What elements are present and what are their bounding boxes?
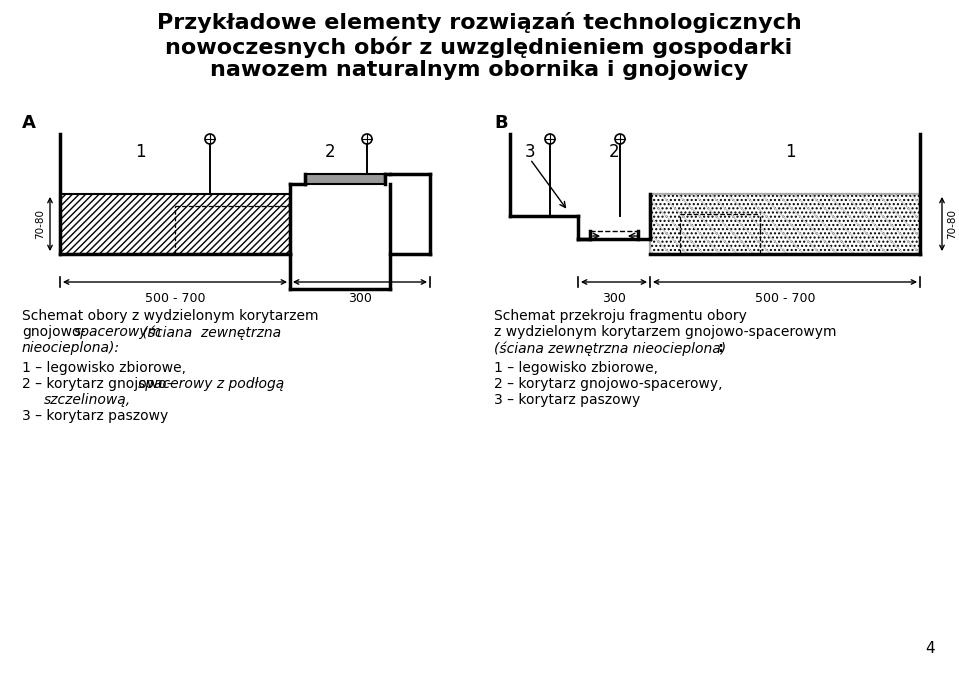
Text: nowoczesnych obór z uwzględnieniem gospodarki: nowoczesnych obór z uwzględnieniem gospo…	[165, 36, 793, 57]
Text: B: B	[494, 114, 507, 132]
Text: gnojowo-: gnojowo-	[22, 325, 85, 339]
Text: 300: 300	[602, 292, 626, 305]
Text: (ściana zewnętrzna nieocieplona): (ściana zewnętrzna nieocieplona)	[494, 341, 726, 355]
Text: Schemat przekroju fragmentu obory: Schemat przekroju fragmentu obory	[494, 309, 747, 323]
Text: 70-80: 70-80	[35, 209, 45, 239]
Text: 3 – korytarz paszowy: 3 – korytarz paszowy	[494, 393, 641, 407]
Text: 500 - 700: 500 - 700	[145, 292, 205, 305]
Bar	[60, 194, 290, 254]
Text: 1 – legowisko zbiorowe,: 1 – legowisko zbiorowe,	[22, 361, 186, 375]
Text: Przykładowe elementy rozwiązań technologicznych: Przykładowe elementy rozwiązań technolog…	[156, 12, 802, 33]
Text: nieocieplona):: nieocieplona):	[22, 341, 120, 355]
Text: 500 - 700: 500 - 700	[755, 292, 815, 305]
Text: 3 – korytarz paszowy: 3 – korytarz paszowy	[22, 409, 168, 423]
Bar	[650, 194, 920, 254]
Text: 4: 4	[925, 641, 935, 656]
Text: A: A	[22, 114, 35, 132]
Text: 1: 1	[784, 143, 795, 161]
Text: 2 – korytarz gnojowo-spacerowy,: 2 – korytarz gnojowo-spacerowy,	[494, 377, 722, 391]
Text: szczelinową,: szczelinową,	[44, 393, 131, 407]
Text: spacerowy z podłogą: spacerowy z podłogą	[138, 377, 284, 391]
Text: spacerowym: spacerowym	[74, 325, 162, 339]
Text: :: :	[494, 341, 724, 355]
Text: nawozem naturalnym obornika i gnojowicy: nawozem naturalnym obornika i gnojowicy	[210, 60, 748, 80]
Text: 1 – legowisko zbiorowe,: 1 – legowisko zbiorowe,	[494, 361, 658, 375]
Text: 2 – korytarz gnojowo-: 2 – korytarz gnojowo-	[22, 377, 172, 391]
Text: z wydzielonym korytarzem gnojowo-spacerowym: z wydzielonym korytarzem gnojowo-spacero…	[494, 325, 836, 339]
Bar	[650, 194, 920, 254]
Text: 3: 3	[525, 143, 535, 161]
Text: Schemat obory z wydzielonym korytarzem: Schemat obory z wydzielonym korytarzem	[22, 309, 318, 323]
Text: 300: 300	[348, 292, 372, 305]
Text: 1: 1	[134, 143, 146, 161]
Text: 70-80: 70-80	[947, 209, 957, 239]
Text: (ściana  zewnętrzna: (ściana zewnętrzna	[138, 325, 281, 340]
Text: 2: 2	[325, 143, 336, 161]
Bar	[305, 174, 385, 184]
Text: 2: 2	[609, 143, 620, 161]
